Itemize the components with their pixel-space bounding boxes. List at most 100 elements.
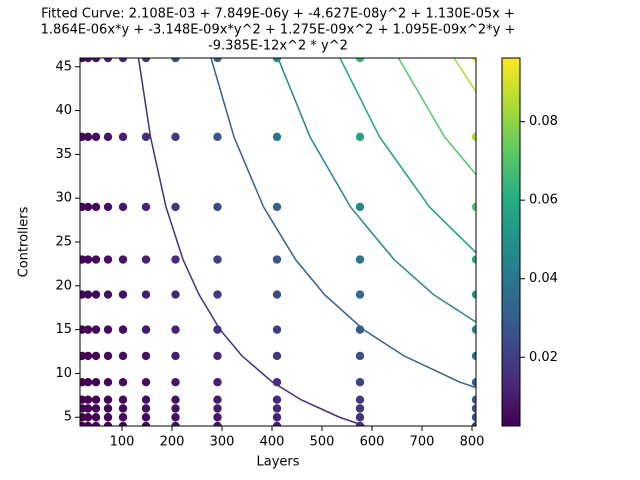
scatter-point <box>355 404 365 413</box>
scatter-point <box>471 290 476 299</box>
scatter-point <box>171 325 180 334</box>
scatter-point <box>471 404 476 413</box>
scatter-point <box>471 58 476 63</box>
contour-line <box>277 58 476 324</box>
scatter-point <box>118 413 128 422</box>
scatter-point <box>471 421 476 426</box>
scatter-point <box>83 255 93 264</box>
scatter-point <box>355 202 365 212</box>
scatter-point <box>118 290 128 299</box>
scatter-point <box>118 325 128 334</box>
scatter-point <box>91 58 101 63</box>
contour-line <box>453 58 476 94</box>
scatter-point <box>141 377 151 387</box>
scatter-point <box>83 413 93 422</box>
y-tick-label: 30 <box>55 191 72 206</box>
scatter-point <box>103 202 113 212</box>
colorbar-tick-label: 0.04 <box>529 271 558 286</box>
scatter-point <box>91 404 101 413</box>
scatter-point <box>141 404 151 413</box>
scatter-point <box>83 395 93 404</box>
scatter-point <box>272 290 282 299</box>
scatter-point <box>355 421 365 426</box>
scatter-point <box>471 202 476 212</box>
chart-title: Fitted Curve: 2.108E-03 + 7.849E-06y + -… <box>41 7 515 22</box>
y-tick-label: 40 <box>55 103 72 118</box>
scatter-point <box>141 132 151 142</box>
scatter-point <box>171 58 180 63</box>
contour-line <box>210 58 476 389</box>
scatter-point <box>213 58 222 63</box>
scatter-point <box>355 58 365 63</box>
scatter-point <box>103 290 113 299</box>
scatter-point <box>171 255 180 264</box>
scatter-point <box>103 58 113 63</box>
scatter-point <box>171 351 180 361</box>
scatter-point <box>83 58 93 63</box>
scatter-point <box>171 413 180 422</box>
colorbar-tick-label: 0.06 <box>529 193 558 208</box>
scatter-point <box>141 290 151 299</box>
scatter-point <box>272 351 282 361</box>
y-tick-label: 15 <box>55 322 72 337</box>
scatter-point <box>91 255 101 264</box>
scatter-point <box>141 255 151 264</box>
scatter-point <box>83 202 93 212</box>
scatter-point <box>213 351 222 361</box>
scatter-point <box>103 413 113 422</box>
scatter-point <box>171 421 180 426</box>
scatter-point <box>118 58 128 63</box>
scatter-point <box>272 377 282 387</box>
x-tick-label: 800 <box>460 435 485 450</box>
scatter-point <box>355 325 365 334</box>
scatter-point <box>91 132 101 142</box>
colorbar-tick-label: 0.08 <box>529 114 558 129</box>
scatter-point <box>91 421 101 426</box>
scatter-point <box>171 132 180 142</box>
scatter-point <box>272 132 282 142</box>
scatter-point <box>91 377 101 387</box>
x-tick-label: 100 <box>110 435 135 450</box>
scatter-point <box>272 395 282 404</box>
scatter-point <box>103 395 113 404</box>
scatter-point <box>141 58 151 63</box>
scatter-point <box>103 132 113 142</box>
scatter-point <box>141 421 151 426</box>
scatter-point <box>83 132 93 142</box>
scatter-point <box>213 395 222 404</box>
scatter-point <box>272 58 282 63</box>
scatter-point <box>355 255 365 264</box>
y-tick-label: 25 <box>55 235 72 250</box>
scatter-point <box>141 351 151 361</box>
x-axis-label: Layers <box>256 455 299 470</box>
scatter-point <box>213 377 222 387</box>
x-tick-label: 400 <box>260 435 285 450</box>
y-tick-label: 20 <box>55 278 72 293</box>
scatter-point <box>471 132 476 142</box>
scatter-point <box>103 377 113 387</box>
y-tick-label: 45 <box>55 59 72 74</box>
scatter-point <box>213 325 222 334</box>
scatter-point <box>118 404 128 413</box>
scatter-point <box>272 325 282 334</box>
colorbar-tick-label: 0.02 <box>529 350 558 365</box>
scatter-point <box>118 395 128 404</box>
y-axis-label: Controllers <box>17 206 32 277</box>
plot-area <box>80 58 476 426</box>
scatter-point <box>272 404 282 413</box>
scatter-point <box>355 290 365 299</box>
x-tick-label: 200 <box>160 435 185 450</box>
y-tick-label: 5 <box>64 410 72 425</box>
scatter-point <box>213 421 222 426</box>
scatter-point <box>141 413 151 422</box>
scatter-point <box>83 290 93 299</box>
scatter-point <box>103 351 113 361</box>
scatter-point <box>213 132 222 142</box>
scatter-point <box>91 413 101 422</box>
scatter-point <box>471 351 476 361</box>
scatter-point <box>471 377 476 387</box>
scatter-point <box>118 202 128 212</box>
contour-line <box>397 58 476 176</box>
